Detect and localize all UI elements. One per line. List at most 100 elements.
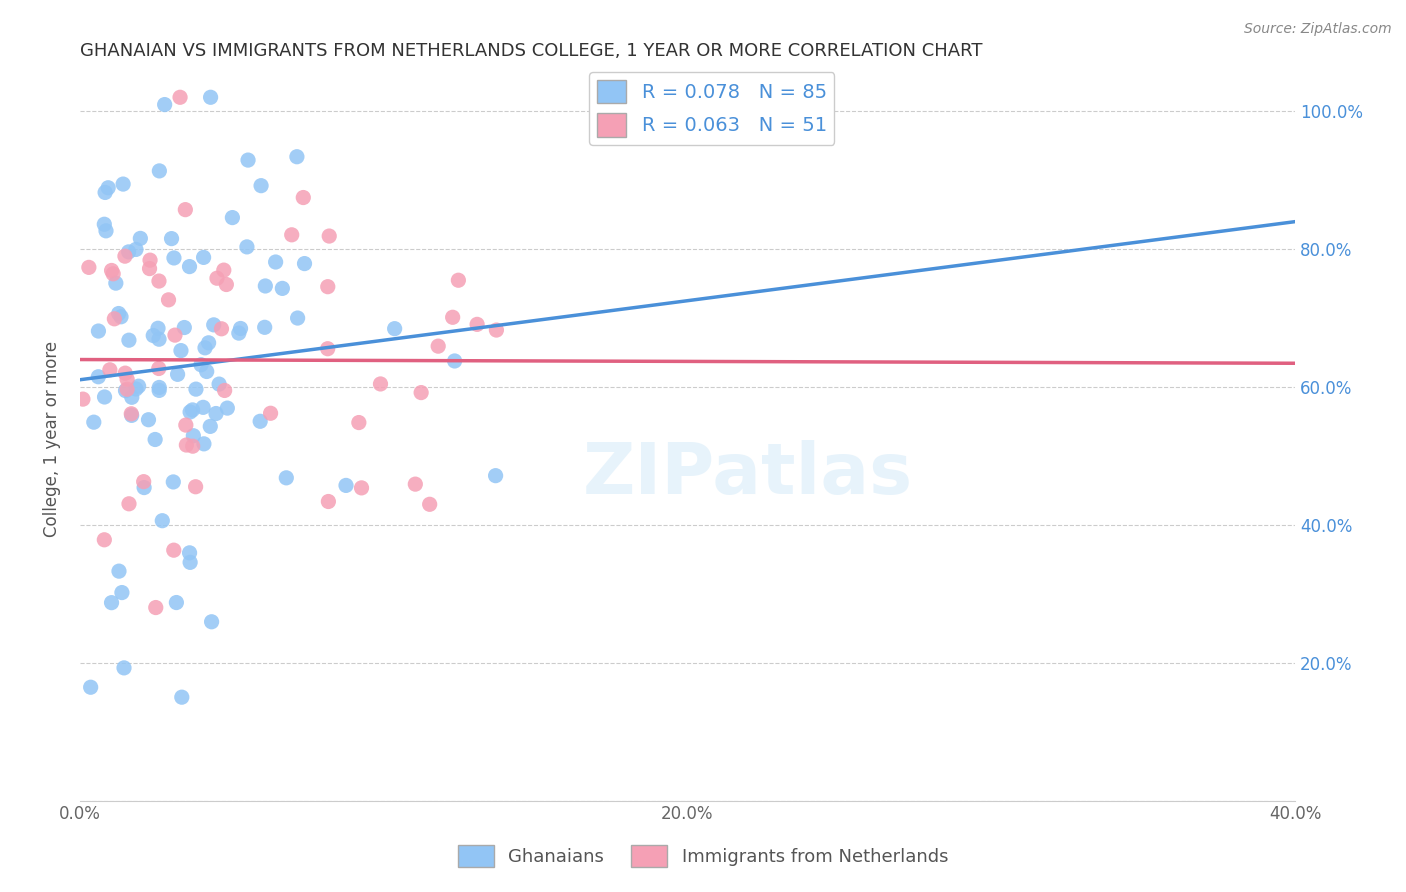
Point: [121, 409, 143, 423]
Point: [190, 358, 212, 372]
Point: [484, 468, 506, 483]
Point: [112, 661, 135, 675]
Text: GHANAIAN VS IMMIGRANTS FROM NETHERLANDS COLLEGE, 1 YEAR OR MORE CORRELATION CHAR: GHANAIAN VS IMMIGRANTS FROM NETHERLANDS …: [80, 42, 983, 60]
Point: [419, 497, 441, 511]
Point: [100, 263, 122, 277]
Point: [114, 366, 136, 380]
Point: [148, 164, 170, 178]
Point: [132, 475, 155, 489]
Point: [108, 564, 131, 578]
Point: [404, 477, 426, 491]
Point: [194, 341, 217, 355]
Point: [163, 543, 186, 558]
Point: [114, 384, 136, 398]
Point: [142, 328, 165, 343]
Point: [264, 255, 287, 269]
Point: [221, 211, 243, 225]
Point: [128, 379, 150, 393]
Point: [165, 595, 187, 609]
Point: [205, 271, 228, 285]
Point: [249, 414, 271, 428]
Point: [200, 90, 222, 104]
Point: [215, 277, 238, 292]
Point: [87, 369, 110, 384]
Point: [104, 276, 127, 290]
Point: [285, 150, 308, 164]
Point: [97, 180, 120, 194]
Point: [170, 343, 193, 358]
Point: [411, 385, 433, 400]
Text: ZIPatlas: ZIPatlas: [583, 441, 914, 509]
Point: [202, 318, 225, 332]
Point: [157, 293, 180, 307]
Point: [148, 332, 170, 346]
Point: [138, 413, 160, 427]
Legend: Ghanaians, Immigrants from Netherlands: Ghanaians, Immigrants from Netherlands: [450, 838, 956, 874]
Point: [183, 428, 205, 442]
Point: [139, 253, 162, 268]
Point: [121, 390, 143, 404]
Point: [112, 177, 135, 191]
Point: [173, 320, 195, 334]
Point: [111, 585, 134, 599]
Point: [384, 321, 406, 335]
Point: [254, 279, 277, 293]
Point: [287, 311, 309, 326]
Point: [143, 433, 166, 447]
Point: [193, 437, 215, 451]
Point: [253, 320, 276, 334]
Point: [100, 596, 122, 610]
Point: [200, 419, 222, 434]
Point: [101, 267, 124, 281]
Point: [229, 321, 252, 335]
Point: [427, 339, 450, 353]
Point: [181, 403, 204, 417]
Point: [318, 229, 340, 244]
Point: [150, 514, 173, 528]
Point: [148, 380, 170, 394]
Point: [335, 478, 357, 492]
Point: [217, 401, 239, 416]
Point: [163, 328, 186, 343]
Point: [280, 227, 302, 242]
Point: [83, 415, 105, 429]
Point: [118, 497, 141, 511]
Point: [195, 364, 218, 378]
Point: [179, 260, 201, 274]
Point: [211, 322, 233, 336]
Point: [94, 186, 117, 200]
Point: [148, 384, 170, 398]
Point: [79, 680, 101, 694]
Point: [350, 481, 373, 495]
Point: [214, 384, 236, 398]
Point: [93, 533, 115, 547]
Point: [465, 318, 488, 332]
Point: [125, 243, 148, 257]
Point: [485, 323, 508, 337]
Point: [87, 324, 110, 338]
Point: [148, 361, 170, 376]
Point: [114, 249, 136, 263]
Point: [316, 279, 339, 293]
Point: [250, 178, 273, 193]
Point: [184, 480, 207, 494]
Point: [193, 251, 215, 265]
Point: [236, 153, 259, 167]
Point: [184, 382, 207, 396]
Point: [129, 231, 152, 245]
Point: [228, 326, 250, 340]
Point: [200, 615, 222, 629]
Point: [117, 244, 139, 259]
Point: [318, 494, 340, 508]
Point: [110, 310, 132, 324]
Point: [441, 310, 464, 325]
Point: [146, 321, 169, 335]
Point: [271, 281, 294, 295]
Point: [191, 401, 214, 415]
Point: [93, 390, 115, 404]
Point: [179, 555, 201, 569]
Point: [153, 97, 176, 112]
Point: [120, 407, 142, 421]
Point: [98, 363, 121, 377]
Point: [294, 256, 316, 270]
